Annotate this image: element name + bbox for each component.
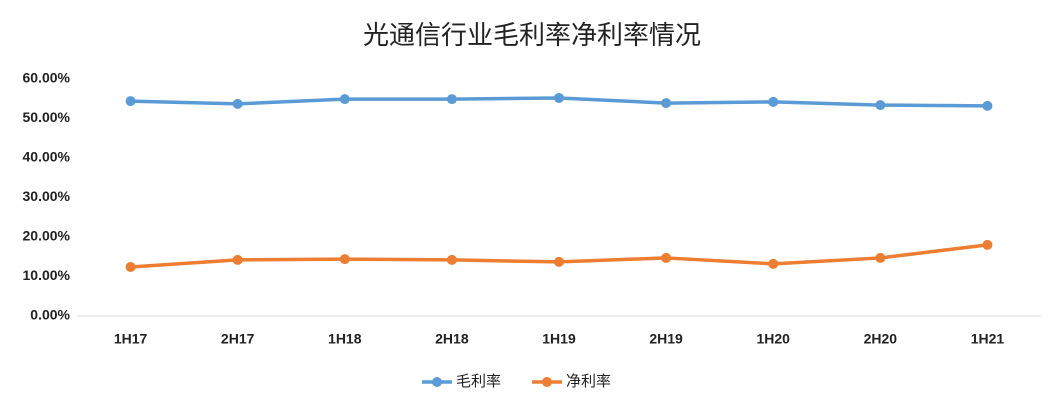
- legend-label: 净利率: [566, 373, 611, 390]
- y-tick-label: 0.00%: [30, 307, 70, 323]
- data-point: [446, 254, 457, 265]
- legend-marker: [542, 377, 552, 387]
- y-tick-label: 20.00%: [23, 228, 71, 244]
- data-point: [339, 94, 350, 105]
- data-point: [125, 96, 136, 107]
- x-tick-label: 1H20: [756, 331, 790, 347]
- x-tick-label: 2H20: [864, 331, 898, 347]
- data-point: [554, 256, 564, 267]
- data-point: [339, 254, 350, 265]
- x-tick-label: 2H18: [435, 331, 469, 347]
- x-tick-label: 1H17: [114, 331, 148, 347]
- legend-label: 毛利率: [456, 373, 501, 390]
- data-point: [982, 239, 993, 250]
- data-point: [232, 98, 243, 109]
- chart-title: 光通信行业毛利率净利率情况: [363, 21, 701, 51]
- data-point: [982, 100, 993, 111]
- data-point: [875, 252, 886, 263]
- data-point: [661, 98, 672, 109]
- data-point: [768, 96, 779, 107]
- data-point: [554, 92, 564, 103]
- y-tick-label: 40.00%: [23, 149, 71, 165]
- x-tick-label: 2H17: [221, 331, 255, 347]
- y-tick-label: 10.00%: [23, 267, 71, 283]
- x-tick-label: 2H19: [649, 331, 683, 347]
- data-point: [232, 254, 243, 265]
- y-tick-label: 30.00%: [23, 188, 71, 204]
- x-tick-label: 1H18: [328, 331, 362, 347]
- data-point: [446, 94, 457, 105]
- x-tick-label: 1H19: [542, 331, 576, 347]
- data-point: [768, 258, 779, 269]
- data-point: [875, 100, 886, 111]
- legend-marker: [432, 377, 442, 387]
- data-point: [125, 262, 136, 273]
- data-point: [661, 252, 672, 263]
- y-tick-label: 50.00%: [23, 109, 71, 125]
- x-tick-label: 1H21: [971, 331, 1005, 347]
- y-tick-label: 60.00%: [23, 70, 71, 86]
